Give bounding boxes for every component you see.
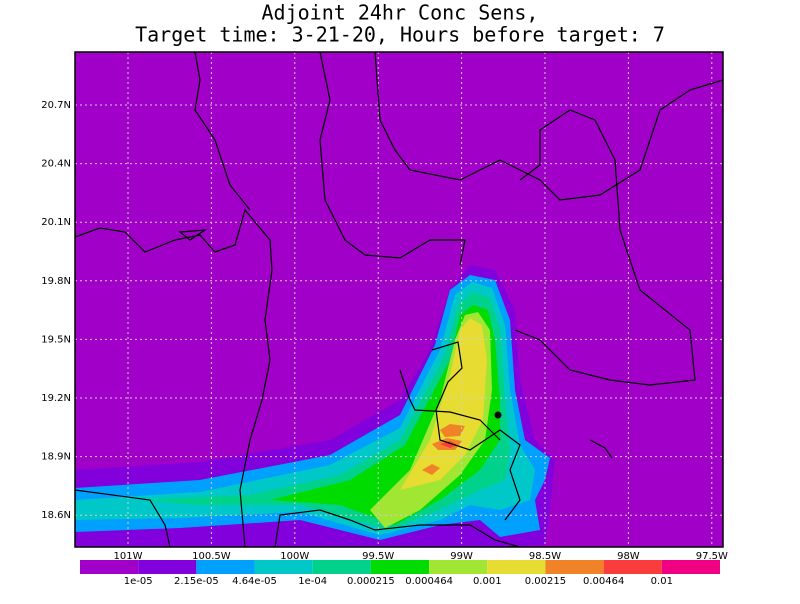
axis-labels: 20.7N 20.4N 20.1N 19.8N 19.5N 19.2N 18.9N 18.6N… xyxy=(41,100,728,562)
colorbar-label: 0.00464 xyxy=(583,576,624,587)
lat-label: 18.6N xyxy=(41,510,71,521)
colorbar-box xyxy=(545,560,604,574)
lon-label: 101W xyxy=(114,551,143,562)
colorbar-label: 0.001 xyxy=(473,576,502,587)
title-line1: Adjoint 24hr Conc Sens, xyxy=(262,1,539,25)
lon-label: 98.5W xyxy=(529,551,561,562)
colorbar-box xyxy=(196,560,255,574)
lon-label: 97.5W xyxy=(696,551,728,562)
lat-label: 20.1N xyxy=(41,217,71,228)
colorbar-label: 4.64e-05 xyxy=(232,576,277,587)
colorbar-label: 0.00215 xyxy=(525,576,566,587)
lat-label: 20.4N xyxy=(41,159,71,170)
lon-label: 100.5W xyxy=(192,551,231,562)
boundaries xyxy=(74,51,724,548)
colorbar-label: 0.01 xyxy=(651,576,673,587)
colorbar-box xyxy=(487,560,546,574)
lat-label: 19.5N xyxy=(41,334,71,345)
colorbar-box xyxy=(138,560,197,574)
colorbar-box xyxy=(370,560,430,574)
colorbar: 1e-05 2.15e-05 4.64e-05 1e-04 0.000215 0.0004… xyxy=(80,560,720,587)
lon-label: 100W xyxy=(280,551,309,562)
colorbar-label: 0.000215 xyxy=(347,576,395,587)
lon-label: 99W xyxy=(450,551,473,562)
colorbar-box xyxy=(312,560,371,574)
lat-label: 19.2N xyxy=(41,393,71,404)
colorbar-label: 0.000464 xyxy=(405,576,453,587)
colorbar-label: 2.15e-05 xyxy=(174,576,219,587)
lat-label: 20.7N xyxy=(41,100,71,111)
map xyxy=(74,51,724,548)
lat-label: 18.9N xyxy=(41,452,71,463)
map-frame xyxy=(74,51,724,548)
target-location xyxy=(494,411,502,419)
colorbar-box xyxy=(254,560,313,574)
title-line2: Target time: 3-21-20, Hours before targe… xyxy=(135,23,665,47)
colorbar-label: 1e-04 xyxy=(298,576,327,587)
colorbar-box xyxy=(603,560,662,574)
lat-label: 19.8N xyxy=(41,276,71,287)
colorbar-box xyxy=(429,560,488,574)
lon-label: 98W xyxy=(617,551,640,562)
colorbar-label: 1e-05 xyxy=(124,576,153,587)
lon-label: 99.5W xyxy=(362,551,394,562)
colorbar-box xyxy=(80,560,139,574)
colorbar-box xyxy=(661,560,720,574)
